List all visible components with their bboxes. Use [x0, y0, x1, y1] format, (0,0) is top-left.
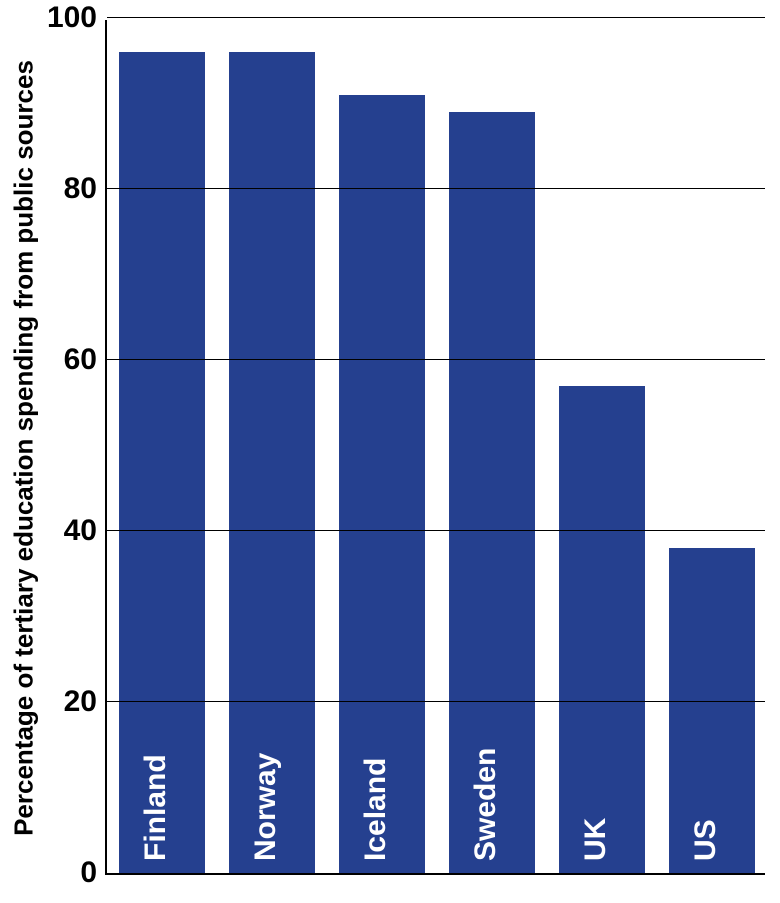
gridline	[107, 701, 765, 702]
y-tick-label: 0	[37, 856, 107, 890]
bar: UK	[559, 386, 645, 873]
y-tick-label: 100	[37, 1, 107, 35]
bar: Norway	[229, 52, 315, 873]
bar-label: Norway	[249, 753, 283, 861]
gridline	[107, 359, 765, 360]
bar: Finland	[119, 52, 205, 873]
bar-label: US	[689, 819, 723, 861]
bar: Sweden	[449, 112, 535, 873]
chart: Percentage of tertiary education spendin…	[0, 0, 780, 903]
bars-container: Finland Norway Iceland Sweden UK US	[107, 20, 765, 873]
gridline	[107, 188, 765, 189]
y-tick-label: 40	[37, 514, 107, 548]
y-axis-title: Percentage of tertiary education spendin…	[9, 20, 40, 875]
bar: Iceland	[339, 95, 425, 873]
bar-label: UK	[579, 818, 613, 861]
y-tick-label: 80	[37, 172, 107, 206]
gridline	[107, 530, 765, 531]
gridline	[107, 17, 765, 18]
bar: US	[669, 548, 755, 873]
plot-area: FinlandNorwayIcelandSwedenUKUS 020406080…	[105, 20, 765, 875]
bar-label: Sweden	[469, 748, 503, 861]
y-tick-label: 60	[37, 343, 107, 377]
y-tick-label: 20	[37, 685, 107, 719]
bar-label: Finland	[139, 754, 173, 861]
bar-label: Iceland	[359, 758, 393, 861]
